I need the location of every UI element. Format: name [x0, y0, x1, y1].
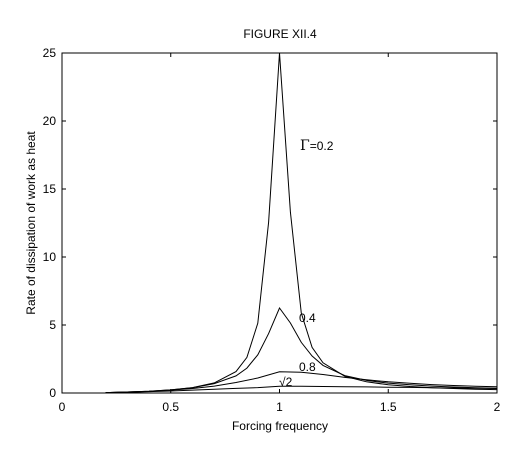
series-line-3	[105, 385, 498, 394]
y-tick-label: 25	[43, 46, 57, 60]
curve-label-part: 0.8	[299, 360, 316, 374]
y-tick-label: 15	[43, 182, 57, 196]
curve-label-part: √2	[279, 375, 293, 389]
chart-title: FIGURE XII.4	[243, 27, 317, 41]
y-tick-label: 20	[43, 114, 57, 128]
x-tick-label: 2	[494, 400, 501, 414]
curve-label-1: 0.4	[299, 311, 316, 325]
y-tick-label: 0	[49, 386, 56, 400]
curve-label-0: Γ=0.2	[300, 138, 334, 154]
series-line-1	[105, 306, 498, 394]
y-tick-label: 10	[43, 250, 57, 264]
x-tick-label: 0	[59, 400, 66, 414]
curve-label-part: Γ	[300, 138, 310, 154]
x-tick-label: 0.5	[162, 400, 179, 414]
x-tick-label: 1.5	[380, 400, 397, 414]
x-axis-title: Forcing frequency	[232, 419, 328, 433]
y-tick-label: 5	[49, 318, 56, 332]
series-line-2	[105, 371, 498, 394]
x-axis: 0 0.5 1 1.5 2	[59, 53, 501, 414]
y-axis-title: Rate of dissipation of work as heat	[24, 131, 38, 315]
x-tick-label: 1	[276, 400, 283, 414]
plot-lines	[105, 52, 498, 394]
curve-labels: Γ=0.2 0.4 0.8 √2	[279, 138, 334, 389]
curve-label-3: √2	[279, 375, 293, 389]
curve-label-part: 0.4	[299, 311, 316, 325]
curve-label-part: =0.2	[310, 139, 334, 153]
curve-label-2: 0.8	[299, 360, 316, 374]
plot-frame	[61, 52, 498, 394]
y-axis: 0 5 10 15 20 25	[43, 46, 497, 400]
